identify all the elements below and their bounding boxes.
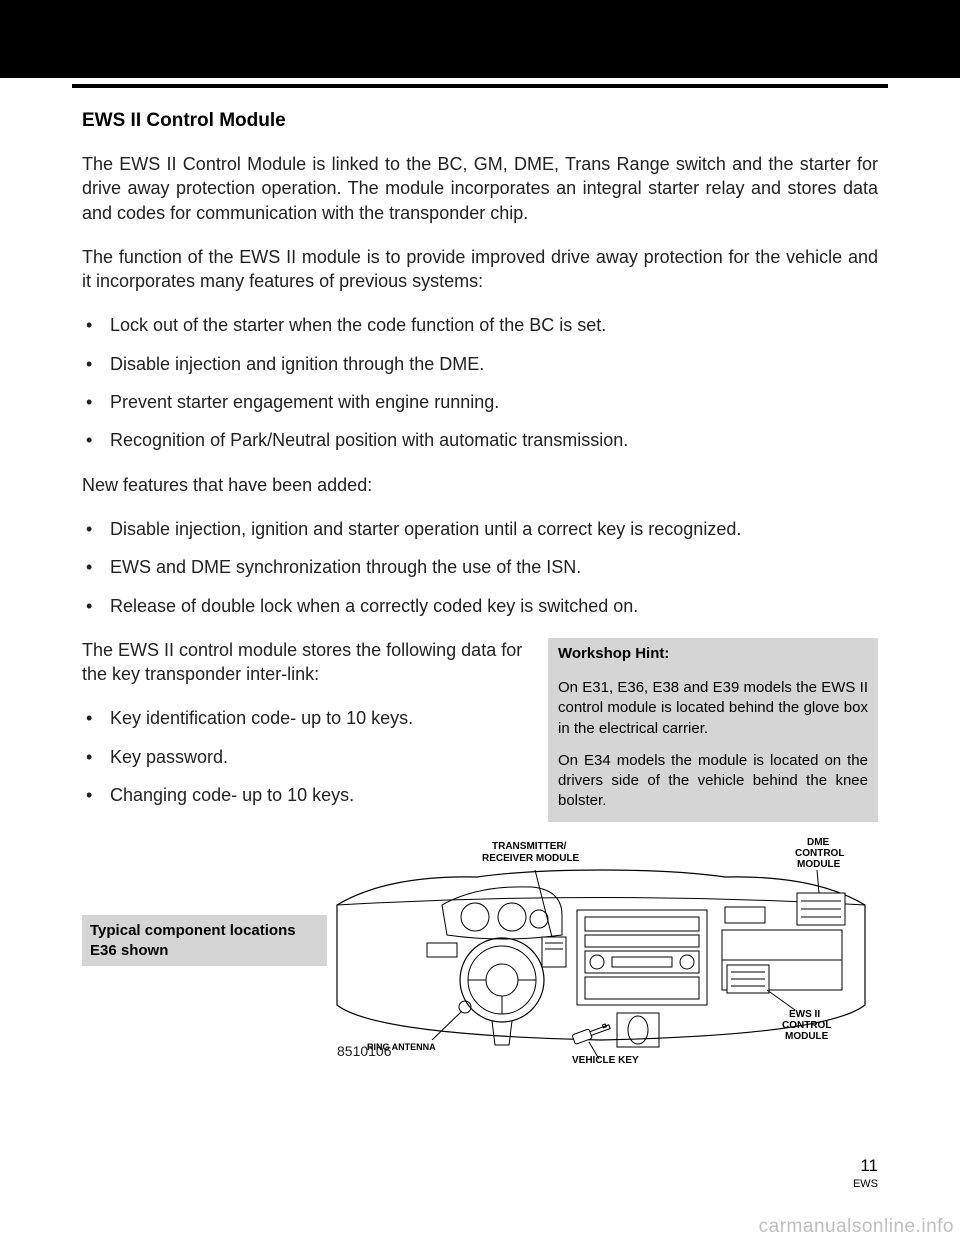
- label-ews-2: CONTROL: [782, 1020, 831, 1031]
- label-ews-3: MODULE: [785, 1031, 829, 1042]
- list-item: EWS and DME synchronization through the …: [82, 555, 878, 579]
- list-item: Disable injection and ignition through t…: [82, 352, 878, 376]
- list-item: Key password.: [82, 745, 534, 769]
- workshop-hint-box: Workshop Hint: On E31, E36, E38 and E39 …: [548, 638, 878, 822]
- figure-area: Typical component locations E36 shown: [82, 835, 878, 1065]
- list-item: Prevent starter engagement with engine r…: [82, 390, 878, 414]
- label-receiver: RECEIVER MODULE: [482, 853, 580, 864]
- figure-caption: Typical component locations E36 shown: [82, 915, 327, 966]
- bullet-list-1: Lock out of the starter when the code fu…: [82, 313, 878, 452]
- list-item: Recognition of Park/Neutral position wit…: [82, 428, 878, 452]
- page-footer: 11 EWS: [853, 1156, 878, 1190]
- page-tag: EWS: [853, 1178, 878, 1190]
- section-title: EWS II Control Module: [82, 110, 878, 132]
- label-ews-1: EWS II: [789, 1009, 820, 1020]
- paragraph-3: New features that have been added:: [82, 473, 878, 497]
- label-transmitter: TRANSMITTER/: [492, 841, 567, 852]
- hint-paragraph-2: On E34 models the module is located on t…: [558, 751, 868, 812]
- left-column: The EWS II control module stores the fol…: [82, 638, 534, 827]
- watermark: carmanualsonline.info: [759, 1216, 954, 1238]
- label-dme-2: CONTROL: [795, 848, 844, 859]
- paragraph-1: The EWS II Control Module is linked to t…: [82, 152, 878, 225]
- two-column-row: The EWS II control module stores the fol…: [82, 638, 878, 827]
- hint-paragraph-1: On E31, E36, E38 and E39 models the EWS …: [558, 678, 868, 739]
- list-item: Disable injection, ignition and starter …: [82, 517, 878, 541]
- header-bar: [0, 0, 960, 78]
- paragraph-2: The function of the EWS II module is to …: [82, 245, 878, 294]
- paragraph-left: The EWS II control module stores the fol…: [82, 638, 534, 687]
- diagram-svg: TRANSMITTER/ RECEIVER MODULE DME CONTROL…: [327, 835, 875, 1065]
- page-number: 11: [860, 1156, 878, 1175]
- label-vehicle-key: VEHICLE KEY: [572, 1055, 639, 1065]
- hint-title: Workshop Hint:: [558, 644, 868, 664]
- bullet-list-3: Key identification code- up to 10 keys. …: [82, 706, 534, 807]
- figure-id: 8510106: [337, 1043, 392, 1059]
- list-item: Lock out of the starter when the code fu…: [82, 313, 878, 337]
- dashboard-diagram: TRANSMITTER/ RECEIVER MODULE DME CONTROL…: [327, 835, 875, 1065]
- list-item: Release of double lock when a correctly …: [82, 594, 878, 618]
- list-item: Changing code- up to 10 keys.: [82, 783, 534, 807]
- bullet-list-2: Disable injection, ignition and starter …: [82, 517, 878, 618]
- label-dme-3: MODULE: [797, 859, 841, 870]
- page-content: EWS II Control Module The EWS II Control…: [0, 88, 960, 1065]
- list-item: Key identification code- up to 10 keys.: [82, 706, 534, 730]
- label-dme-1: DME: [807, 837, 830, 848]
